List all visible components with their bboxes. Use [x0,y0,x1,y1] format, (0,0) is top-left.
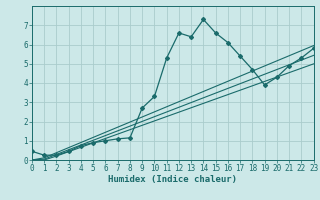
X-axis label: Humidex (Indice chaleur): Humidex (Indice chaleur) [108,175,237,184]
